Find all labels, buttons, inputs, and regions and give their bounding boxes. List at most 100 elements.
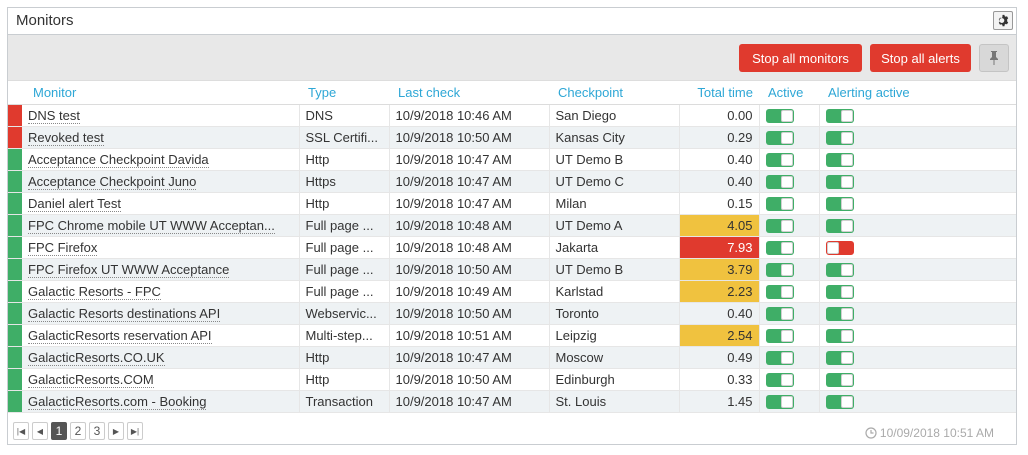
active-toggle[interactable] [765,196,794,211]
active-toggle[interactable] [765,284,794,299]
alerting-toggle[interactable] [825,372,854,387]
last-check-cell: 10/9/2018 10:47 AM [388,390,549,413]
monitor-name-cell[interactable]: GalacticResorts.com - Booking [22,390,299,413]
clock-icon [865,427,877,439]
table-row[interactable]: FPC Chrome mobile UT WWW Acceptan... Full… [8,214,1016,237]
active-toggle[interactable] [765,262,794,277]
last-page-button[interactable]: ▶| [127,422,143,440]
page-button-2[interactable]: 2 [70,422,86,440]
last-updated-timestamp: 10/09/2018 10:51 AM [879,426,994,440]
first-page-button[interactable]: |◀ [13,422,29,440]
monitor-name-link[interactable]: GalacticResorts reservation API [28,327,212,344]
table-footer: |◀ ◀ 1 2 3 ▶ ▶| 10/09/2018 10:51 AM [8,418,1016,444]
alerting-toggle[interactable] [825,394,854,409]
alerting-toggle[interactable] [825,174,854,189]
monitor-name-cell[interactable]: DNS test [22,104,299,127]
type-cell: Https [298,170,389,193]
alerting-toggle[interactable] [825,130,854,145]
table-row[interactable]: Galactic Resorts - FPC Full page ... 10/9/… [8,280,1016,303]
monitor-name-cell[interactable]: FPC Firefox UT WWW Acceptance [22,258,299,281]
active-toggle[interactable] [765,394,794,409]
status-indicator [8,236,22,259]
monitor-name-cell[interactable]: Acceptance Checkpoint Davida [22,148,299,171]
monitor-name-link[interactable]: FPC Firefox UT WWW Acceptance [28,261,230,278]
active-toggle[interactable] [765,306,794,321]
table-row[interactable]: Galactic Resorts destinations API Webserv… [8,302,1016,325]
alerting-active-cell [818,192,1016,215]
column-header-type[interactable]: Type [299,81,389,105]
table-row[interactable]: Revoked test SSL Certifi... 10/9/2018 10:5… [8,126,1016,149]
monitor-name-cell[interactable]: Galactic Resorts destinations API [22,302,299,325]
monitor-name-cell[interactable]: Galactic Resorts - FPC [22,280,299,303]
active-toggle[interactable] [765,108,794,123]
active-toggle[interactable] [765,372,794,387]
column-header-total-time[interactable]: Total time [679,81,759,105]
stop-all-monitors-button[interactable]: Stop all monitors [739,44,862,72]
column-header-checkpoint[interactable]: Checkpoint [549,81,679,105]
monitor-name-link[interactable]: GalacticResorts.COM [28,371,154,388]
active-toggle[interactable] [765,130,794,145]
table-row[interactable]: GalacticResorts.COM Http 10/9/2018 10:50 A… [8,368,1016,391]
alerting-toggle[interactable] [825,350,854,365]
active-toggle[interactable] [765,218,794,233]
alerting-toggle[interactable] [825,196,854,211]
stop-all-alerts-button[interactable]: Stop all alerts [870,44,971,72]
alerting-toggle[interactable] [825,284,854,299]
table-row[interactable]: DNS test DNS 10/9/2018 10:46 AM San Diego 0.… [8,104,1016,127]
previous-page-button[interactable]: ◀ [32,422,48,440]
monitor-name-cell[interactable]: FPC Firefox [22,236,299,259]
alerting-active-cell [818,324,1016,347]
table-row[interactable]: GalacticResorts.CO.UK Http 10/9/2018 10:47… [8,346,1016,369]
column-header-monitor[interactable]: Monitor [22,81,299,105]
page-button-3[interactable]: 3 [89,422,105,440]
last-check-cell: 10/9/2018 10:48 AM [388,214,549,237]
monitor-name-cell[interactable]: GalacticResorts.COM [22,368,299,391]
next-page-button[interactable]: ▶ [108,422,124,440]
table-row[interactable]: Acceptance Checkpoint Juno Https 10/9/2018… [8,170,1016,193]
active-cell [758,148,819,171]
alerting-toggle[interactable] [825,262,854,277]
alerting-toggle[interactable] [825,306,854,321]
monitor-name-link[interactable]: Galactic Resorts - FPC [28,283,161,300]
active-toggle[interactable] [765,174,794,189]
column-header-active[interactable]: Active [759,81,819,105]
active-toggle[interactable] [765,350,794,365]
monitor-name-link[interactable]: FPC Chrome mobile UT WWW Acceptan... [28,217,275,234]
total-time-cell: 0.29 [678,126,759,149]
monitor-name-cell[interactable]: GalacticResorts.CO.UK [22,346,299,369]
alerting-toggle[interactable] [825,328,854,343]
monitor-name-link[interactable]: GalacticResorts.com - Booking [28,393,207,410]
monitor-name-link[interactable]: DNS test [28,107,81,124]
table-row[interactable]: GalacticResorts.com - Booking Transaction… [8,390,1016,413]
pin-button[interactable] [979,44,1009,72]
monitor-name-cell[interactable]: FPC Chrome mobile UT WWW Acceptan... [22,214,299,237]
monitor-name-link[interactable]: Galactic Resorts destinations API [28,305,221,322]
column-header-last-check[interactable]: Last check [389,81,549,105]
monitor-name-cell[interactable]: Revoked test [22,126,299,149]
alerting-toggle[interactable] [825,218,854,233]
table-row[interactable]: Daniel alert Test Http 10/9/2018 10:47 AM M… [8,192,1016,215]
page-button-1[interactable]: 1 [51,422,67,440]
column-header-alerting-active[interactable]: Alerting active [819,81,1016,105]
monitor-name-link[interactable]: Acceptance Checkpoint Juno [28,173,197,190]
monitor-name-cell[interactable]: Acceptance Checkpoint Juno [22,170,299,193]
monitor-name-link[interactable]: FPC Firefox [28,239,98,256]
alerting-toggle[interactable] [825,240,854,255]
monitor-name-cell[interactable]: GalacticResorts reservation API [22,324,299,347]
active-cell [758,280,819,303]
monitor-name-link[interactable]: Revoked test [28,129,104,146]
monitor-name-link[interactable]: Daniel alert Test [28,195,121,212]
monitor-name-cell[interactable]: Daniel alert Test [22,192,299,215]
settings-button[interactable] [993,11,1013,30]
table-row[interactable]: GalacticResorts reservation API Multi-ste… [8,324,1016,347]
monitor-name-link[interactable]: Acceptance Checkpoint Davida [28,151,209,168]
table-row[interactable]: FPC Firefox Full page ... 10/9/2018 10:48 … [8,236,1016,259]
active-toggle[interactable] [765,152,794,167]
active-toggle[interactable] [765,328,794,343]
monitor-name-link[interactable]: GalacticResorts.CO.UK [28,349,165,366]
alerting-toggle[interactable] [825,108,854,123]
active-toggle[interactable] [765,240,794,255]
table-row[interactable]: Acceptance Checkpoint Davida Http 10/9/201… [8,148,1016,171]
alerting-toggle[interactable] [825,152,854,167]
table-row[interactable]: FPC Firefox UT WWW Acceptance Full page .… [8,258,1016,281]
